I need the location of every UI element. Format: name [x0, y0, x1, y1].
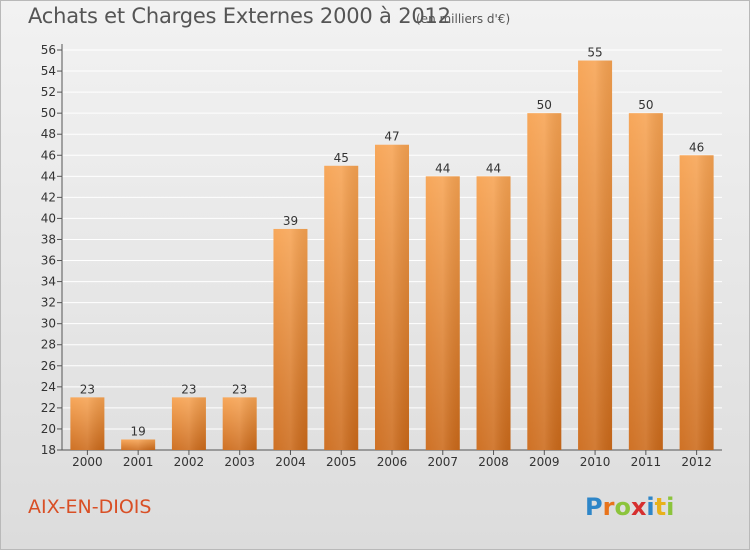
bar-shine-2002 — [171, 397, 206, 450]
bar-shine-2012 — [679, 155, 714, 450]
x-tick-label-2000: 2000 — [72, 455, 103, 469]
y-tick-label: 48 — [41, 127, 56, 141]
proxiti-logo: Proxiti — [585, 493, 674, 521]
y-tick-label: 28 — [41, 338, 56, 352]
x-tick-label-2008: 2008 — [478, 455, 509, 469]
data-label-2001: 19 — [131, 424, 146, 438]
x-tick-label-2003: 2003 — [224, 455, 255, 469]
y-axis-ticks: 18 20 22 24 26 28 30 32 34 36 38 40 42 44 46 48 50 52 54 56 — [41, 43, 62, 457]
y-tick-label: 26 — [41, 359, 56, 373]
bars — [70, 60, 714, 451]
data-label-2004: 39 — [283, 214, 298, 228]
data-label-2002: 23 — [181, 382, 196, 396]
y-tick-label: 42 — [41, 190, 56, 204]
x-tick-label-2006: 2006 — [377, 455, 408, 469]
y-tick-label: 30 — [41, 317, 56, 331]
bar-shine-2005 — [324, 165, 359, 450]
data-labels: 23 19 23 23 39 45 47 44 44 50 55 50 46 — [80, 46, 705, 439]
bar-shine-2003 — [222, 397, 257, 450]
data-label-2003: 23 — [232, 382, 247, 396]
x-tick-label-2009: 2009 — [529, 455, 560, 469]
x-tick-label-2005: 2005 — [326, 455, 357, 469]
commune-name: AIX-EN-DIOIS — [28, 496, 152, 518]
y-tick-label: 54 — [41, 64, 56, 78]
y-tick-label: 52 — [41, 85, 56, 99]
x-tick-label-2001: 2001 — [123, 455, 154, 469]
bar-shine-2008 — [476, 176, 511, 450]
chart-title: Achats et Charges Externes 2000 à 2012 — [28, 4, 451, 28]
y-tick-label: 22 — [41, 401, 56, 415]
bar-shine-2009 — [527, 113, 562, 450]
x-tick-label-2011: 2011 — [631, 455, 662, 469]
y-tick-label: 38 — [41, 232, 56, 246]
data-label-2010: 55 — [587, 46, 602, 60]
y-tick-label: 18 — [41, 443, 56, 457]
y-tick-label: 44 — [41, 169, 56, 183]
data-label-2011: 50 — [638, 98, 653, 112]
x-axis-ticks: 2000 2001 2002 2003 2004 2005 2006 2007 2008 2009… — [72, 450, 712, 469]
y-tick-label: 50 — [41, 106, 56, 120]
bar-shine-2006 — [375, 144, 409, 450]
bar-shine-2004 — [273, 228, 308, 450]
bar-shine-2001 — [121, 439, 156, 450]
y-tick-label: 34 — [41, 275, 56, 289]
x-tick-label-2010: 2010 — [580, 455, 611, 469]
bar-shine-2011 — [628, 113, 663, 450]
data-label-2000: 23 — [80, 382, 95, 396]
x-tick-label-2002: 2002 — [174, 455, 205, 469]
data-label-2008: 44 — [486, 161, 501, 175]
x-tick-label-2012: 2012 — [681, 455, 712, 469]
data-label-2007: 44 — [435, 161, 450, 175]
chart-subtitle: (en milliers d'€) — [416, 12, 511, 26]
data-label-2012: 46 — [689, 140, 704, 154]
y-tick-label: 24 — [41, 380, 56, 394]
data-label-2005: 45 — [334, 151, 349, 165]
y-tick-label: 32 — [41, 296, 56, 310]
y-tick-label: 46 — [41, 148, 56, 162]
x-tick-label-2007: 2007 — [427, 455, 458, 469]
y-tick-label: 36 — [41, 254, 56, 268]
svg-text:Proxiti: Proxiti — [585, 493, 674, 521]
y-tick-label: 56 — [41, 43, 56, 57]
bar-shine-2000 — [70, 397, 105, 450]
x-tick-label-2004: 2004 — [275, 455, 306, 469]
data-label-2006: 47 — [384, 130, 399, 144]
y-tick-label: 40 — [41, 211, 56, 225]
y-tick-label: 20 — [41, 422, 56, 436]
bar-shine-2010 — [578, 60, 613, 451]
data-label-2009: 50 — [537, 98, 552, 112]
bar-shine-2007 — [425, 176, 460, 450]
